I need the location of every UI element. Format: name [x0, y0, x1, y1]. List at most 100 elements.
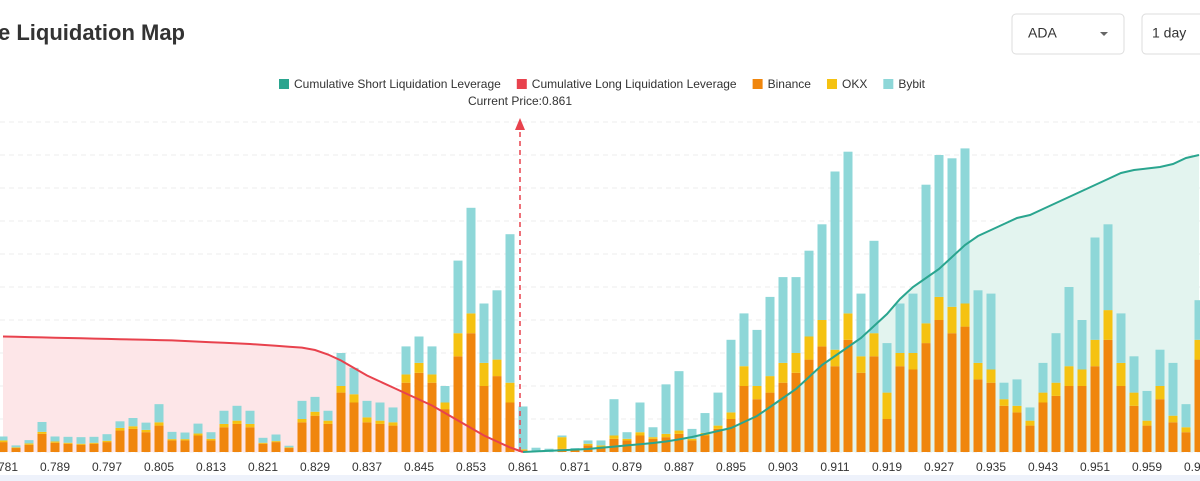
legend-swatch — [752, 79, 763, 89]
bar-segment — [856, 293, 866, 357]
bar-segment — [960, 303, 970, 327]
bar-segment — [648, 437, 658, 439]
bar-segment — [505, 234, 515, 383]
x-tick-label: 0.813 — [196, 460, 226, 474]
current-price-label: Current Price:0.861 — [468, 94, 572, 108]
bar-segment — [687, 428, 697, 439]
bar-segment — [284, 445, 294, 448]
bar-segment — [1064, 386, 1074, 452]
bar-segment — [1038, 392, 1048, 403]
cumulative-area — [523, 155, 1199, 452]
bar-segment — [440, 402, 450, 410]
bar-segment — [1103, 339, 1113, 452]
bar-segment — [245, 427, 255, 452]
scroll-band — [0, 475, 1200, 481]
x-tick-label: 0.845 — [404, 460, 434, 474]
bar-segment — [37, 431, 47, 434]
bar-segment — [206, 440, 216, 452]
bar-segment — [284, 447, 294, 449]
bar-segment — [349, 394, 359, 403]
bar-segment — [921, 343, 931, 452]
bar-segment — [63, 443, 73, 452]
bar-segment — [128, 428, 138, 452]
bar-segment — [297, 422, 307, 452]
legend-swatch — [883, 79, 894, 89]
lines — [2, 154, 1200, 453]
bar-segment — [1142, 425, 1152, 452]
legend-label: Cumulative Short Liquidation Leverage — [294, 77, 501, 91]
bar-segment — [1051, 382, 1061, 396]
bar-segment — [752, 329, 762, 386]
legend-swatch — [826, 79, 837, 89]
bar-segment — [765, 296, 775, 377]
bar-segment — [466, 333, 476, 452]
bar-segment — [1168, 362, 1178, 416]
x-tick-label: 0.871 — [560, 460, 590, 474]
bar-segment — [258, 442, 268, 444]
bar-segment — [1051, 333, 1061, 383]
bar-segment — [336, 392, 346, 452]
bar-segment — [1090, 366, 1100, 452]
bar-segment — [76, 443, 86, 445]
legend-label: Binance — [768, 77, 812, 91]
bar-segment — [1103, 224, 1113, 311]
bar-segment — [921, 323, 931, 344]
bar-segment — [726, 339, 736, 413]
bar-segment — [817, 224, 827, 320]
bar-segment — [232, 423, 242, 452]
bar-segment — [934, 320, 944, 452]
x-tick-label: 0.911 — [820, 460, 849, 474]
bar-segment — [427, 382, 437, 452]
bar-segment — [908, 353, 918, 370]
bar-segment — [297, 419, 307, 423]
bar-segment — [1090, 237, 1100, 340]
bar-segment — [310, 411, 320, 416]
bar-segment — [115, 430, 125, 452]
bar-segment — [1064, 366, 1074, 386]
bar-segment — [739, 313, 749, 367]
bar-segment — [89, 442, 99, 444]
bar-segment — [414, 372, 424, 452]
bar-segment — [1129, 392, 1139, 406]
coin-select[interactable] — [1011, 13, 1125, 55]
bar-segment — [37, 421, 47, 432]
bar-segment — [1012, 405, 1022, 413]
bar-segment — [0, 442, 8, 452]
bar-segment — [518, 406, 528, 450]
bar-segment — [752, 399, 762, 452]
bar-segment — [713, 428, 723, 452]
bar-segment — [687, 438, 697, 441]
bar-segment — [817, 346, 827, 452]
period-select-label[interactable]: 1 day — [1152, 25, 1186, 41]
bar-segment — [414, 362, 424, 373]
x-tick-label: 0.903 — [768, 460, 798, 474]
bar-segment — [479, 362, 489, 386]
period-select[interactable] — [1141, 13, 1200, 55]
bar-segment — [869, 356, 879, 452]
bar-segment — [336, 353, 346, 386]
bar-segment — [1025, 420, 1035, 426]
bar-segment — [830, 349, 840, 367]
bar-segment — [440, 409, 450, 452]
bar-segment — [362, 417, 372, 423]
bar-segment — [154, 404, 164, 423]
bar-segment — [1181, 404, 1191, 428]
bar-segment — [999, 382, 1009, 400]
bar-segment — [219, 410, 229, 424]
bar-segment — [479, 303, 489, 363]
bar-segment — [778, 382, 788, 452]
x-tick-label: 0.789 — [40, 460, 70, 474]
x-tick-label: 0.837 — [352, 460, 382, 474]
bar-segment — [1194, 339, 1200, 360]
bar-segment — [674, 371, 684, 431]
bar-segment — [245, 423, 255, 428]
bar-segment — [1025, 425, 1035, 452]
bar-segment — [50, 436, 60, 442]
bar-segment — [375, 402, 385, 421]
coin-select-label[interactable]: ADA — [1028, 25, 1057, 41]
bar-segment — [843, 339, 853, 452]
bar-segment — [128, 426, 138, 429]
bar-segment — [921, 184, 931, 324]
bar-segment — [388, 425, 398, 452]
bar-segment — [453, 260, 463, 334]
